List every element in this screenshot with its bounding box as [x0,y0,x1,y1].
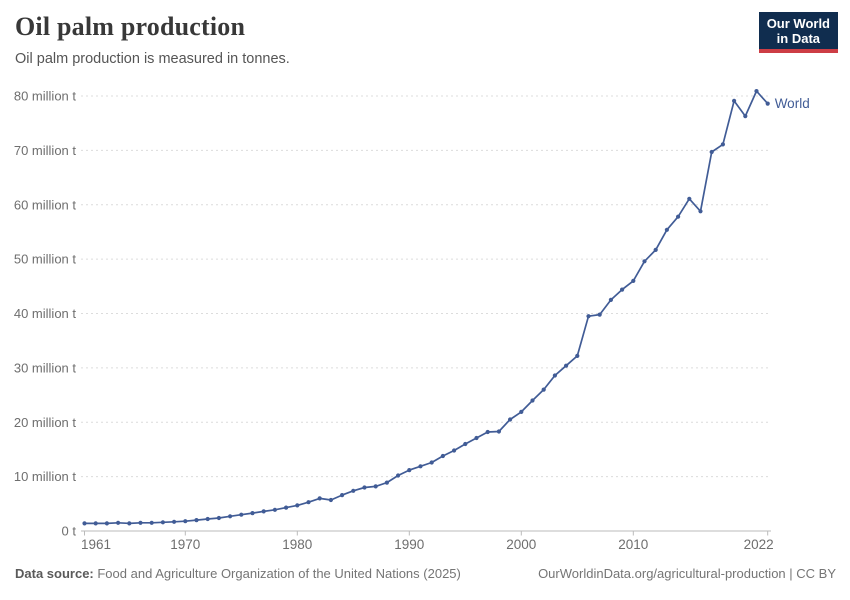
data-point [250,510,255,516]
data-point [160,520,165,525]
data-point [194,518,199,523]
data-point [564,363,569,368]
data-point [709,149,714,155]
data-point [765,101,770,106]
data-point [82,521,87,526]
data-point [228,514,233,519]
data-point [698,209,703,214]
data-point [272,507,277,512]
owid-link[interactable]: OurWorldinData.org/agricultural-producti… [538,566,836,581]
data-point [642,259,647,264]
data-point [586,314,591,319]
chart-header: Oil palm production Oil palm production … [15,12,290,67]
data-point [295,503,300,508]
data-source-label: Data source: [15,566,94,581]
data-point [508,417,513,422]
data-point [485,429,490,435]
data-point [104,521,109,526]
x-axis-label: 1980 [282,537,312,552]
data-source: Data source: Food and Agriculture Organi… [15,566,461,581]
owid-logo[interactable]: Our World in Data [758,12,838,53]
data-point [396,473,401,478]
page-title: Oil palm production [15,12,246,41]
y-axis-label: 20 million t [14,415,77,430]
data-point [116,520,121,525]
data-point [653,247,658,252]
data-point [530,398,535,403]
data-point [205,516,210,522]
series-label-world[interactable]: World [775,96,810,111]
data-point [452,448,457,453]
y-axis-label: 60 million t [14,197,77,212]
data-point [127,521,132,526]
x-axis-label: 2010 [618,537,648,552]
chart-footer: Data source: Food and Agriculture Organi… [15,566,836,581]
data-point [552,373,558,378]
data-point [631,278,636,283]
data-point [407,468,412,473]
y-axis-label: 40 million t [14,306,77,321]
y-axis-label: 70 million t [14,143,77,158]
owid-logo-line2: in Data [776,31,821,46]
data-point [351,488,356,493]
data-point [664,227,670,232]
data-point [440,453,445,459]
data-point [620,287,625,292]
data-point [306,500,311,505]
data-point [676,214,681,219]
data-point [608,297,614,302]
data-point [216,515,221,521]
data-point [754,89,759,94]
data-point [239,512,244,517]
data-point [172,519,177,524]
y-axis-label: 50 million t [14,252,77,267]
data-point [597,312,602,317]
data-point [429,460,434,465]
data-point [362,485,367,490]
x-axis-label: 1970 [170,537,200,552]
data-point [541,387,546,392]
data-source-text: Food and Agriculture Organization of the… [93,566,461,581]
y-axis-label: 80 million t [14,89,77,104]
data-point [261,509,266,514]
data-point [496,429,501,434]
data-point [384,480,389,485]
data-point [183,519,188,524]
data-point [93,521,98,526]
x-axis-label: 1990 [394,537,424,552]
data-point [328,497,333,503]
data-point [149,520,154,525]
owid-logo-line1: Our World [766,16,830,31]
data-point [138,520,143,525]
y-axis-label: 0 t [62,524,77,539]
data-point [340,493,345,498]
data-point [474,435,479,441]
data-point [284,505,289,510]
data-point [687,196,692,201]
data-point [732,98,737,103]
data-point [519,409,524,414]
data-point [720,142,726,147]
y-axis-label: 10 million t [14,469,77,484]
data-point [743,114,748,119]
x-axis-label: 1961 [81,537,111,552]
x-axis-label: 2022 [744,537,774,552]
chart-subtitle: Oil palm production is measured in tonne… [15,51,290,67]
data-point [317,496,322,501]
data-point [418,464,423,469]
world-series-line [84,90,769,525]
x-axis-label: 2000 [506,537,536,552]
data-point [373,484,378,489]
data-point [575,353,580,358]
y-axis-label: 30 million t [14,360,77,375]
data-point [463,441,468,447]
